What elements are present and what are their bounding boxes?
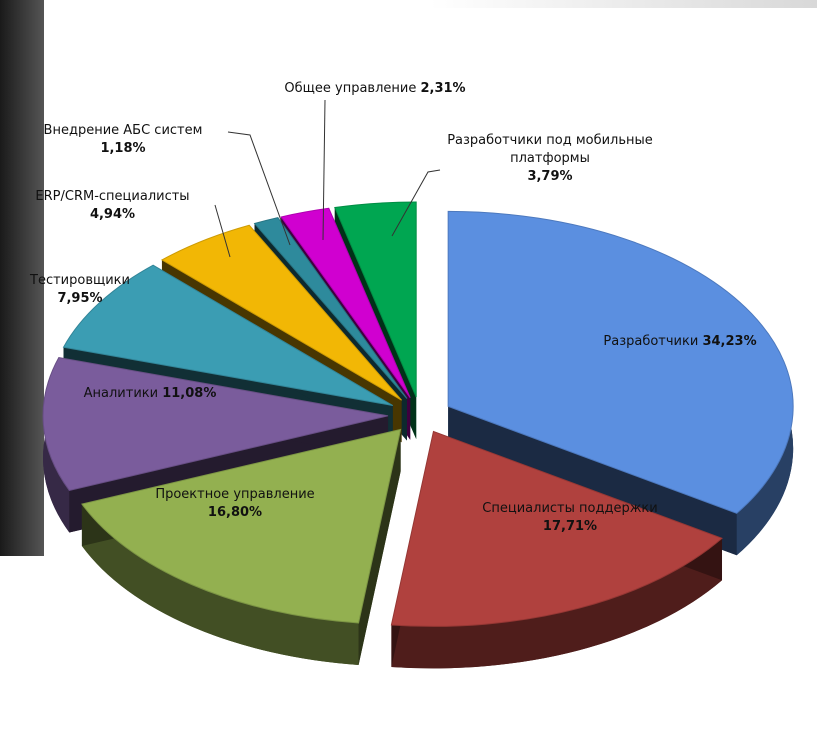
value-label: 2,31% — [420, 81, 466, 96]
pie — [42, 201, 794, 669]
value-label: 34,23% — [702, 334, 757, 349]
category-label: Специалисты поддержки — [482, 501, 658, 516]
slice — [447, 210, 794, 514]
slice — [42, 357, 389, 492]
value-label: 3,79% — [527, 169, 573, 184]
value-label: 17,71% — [542, 519, 598, 534]
slice-wall — [391, 538, 723, 669]
category-label: Тестировщики — [30, 273, 130, 288]
slice-label: Внедрение АБС систем 1,18% — [18, 122, 228, 158]
category-label: Разработчики под мобильные платформы — [447, 133, 653, 166]
slice — [334, 201, 417, 398]
background-strip — [430, 0, 817, 8]
value-label: 16,80% — [207, 505, 263, 520]
slice-label: Проектное управление 16,80% — [120, 486, 350, 522]
slice-label: Специалисты поддержки 17,71% — [445, 500, 695, 536]
category-label: Разработчики — [603, 334, 699, 349]
slice-wall — [358, 429, 401, 665]
category-label: Общее управление — [284, 81, 417, 96]
slice-label: Общее управление 2,31% — [250, 80, 500, 98]
leader-line — [214, 204, 231, 258]
background-photo — [0, 0, 44, 556]
value-label: 1,18% — [100, 141, 146, 156]
slice — [160, 224, 402, 401]
leader-line — [227, 131, 291, 246]
leader-line — [391, 169, 441, 237]
slice-label: ERP/CRM-специалисты 4,94% — [10, 188, 215, 224]
slice-label: Разработчики под мобильные платформы 3,79… — [440, 132, 660, 186]
value-label: 4,94% — [89, 207, 136, 222]
value-label: 7,95% — [57, 291, 103, 306]
slice — [62, 264, 394, 406]
slice-label: Разработчики 34,23% — [565, 333, 795, 351]
category-label: Проектное управление — [155, 487, 315, 502]
slice — [81, 428, 402, 624]
slice-label: Тестировщики 7,95% — [10, 272, 150, 308]
slice-wall — [81, 504, 359, 665]
category-label: ERP/CRM-специалисты — [35, 189, 190, 204]
slice — [280, 207, 411, 399]
slice — [253, 217, 408, 399]
category-label: Аналитики — [83, 386, 159, 401]
category-label: Внедрение АБС систем — [43, 123, 203, 138]
leaders — [214, 99, 441, 258]
slice-label: Аналитики 11,08% — [55, 385, 245, 403]
slice — [390, 430, 723, 627]
leader-line — [322, 99, 326, 241]
value-label: 11,08% — [162, 386, 217, 401]
